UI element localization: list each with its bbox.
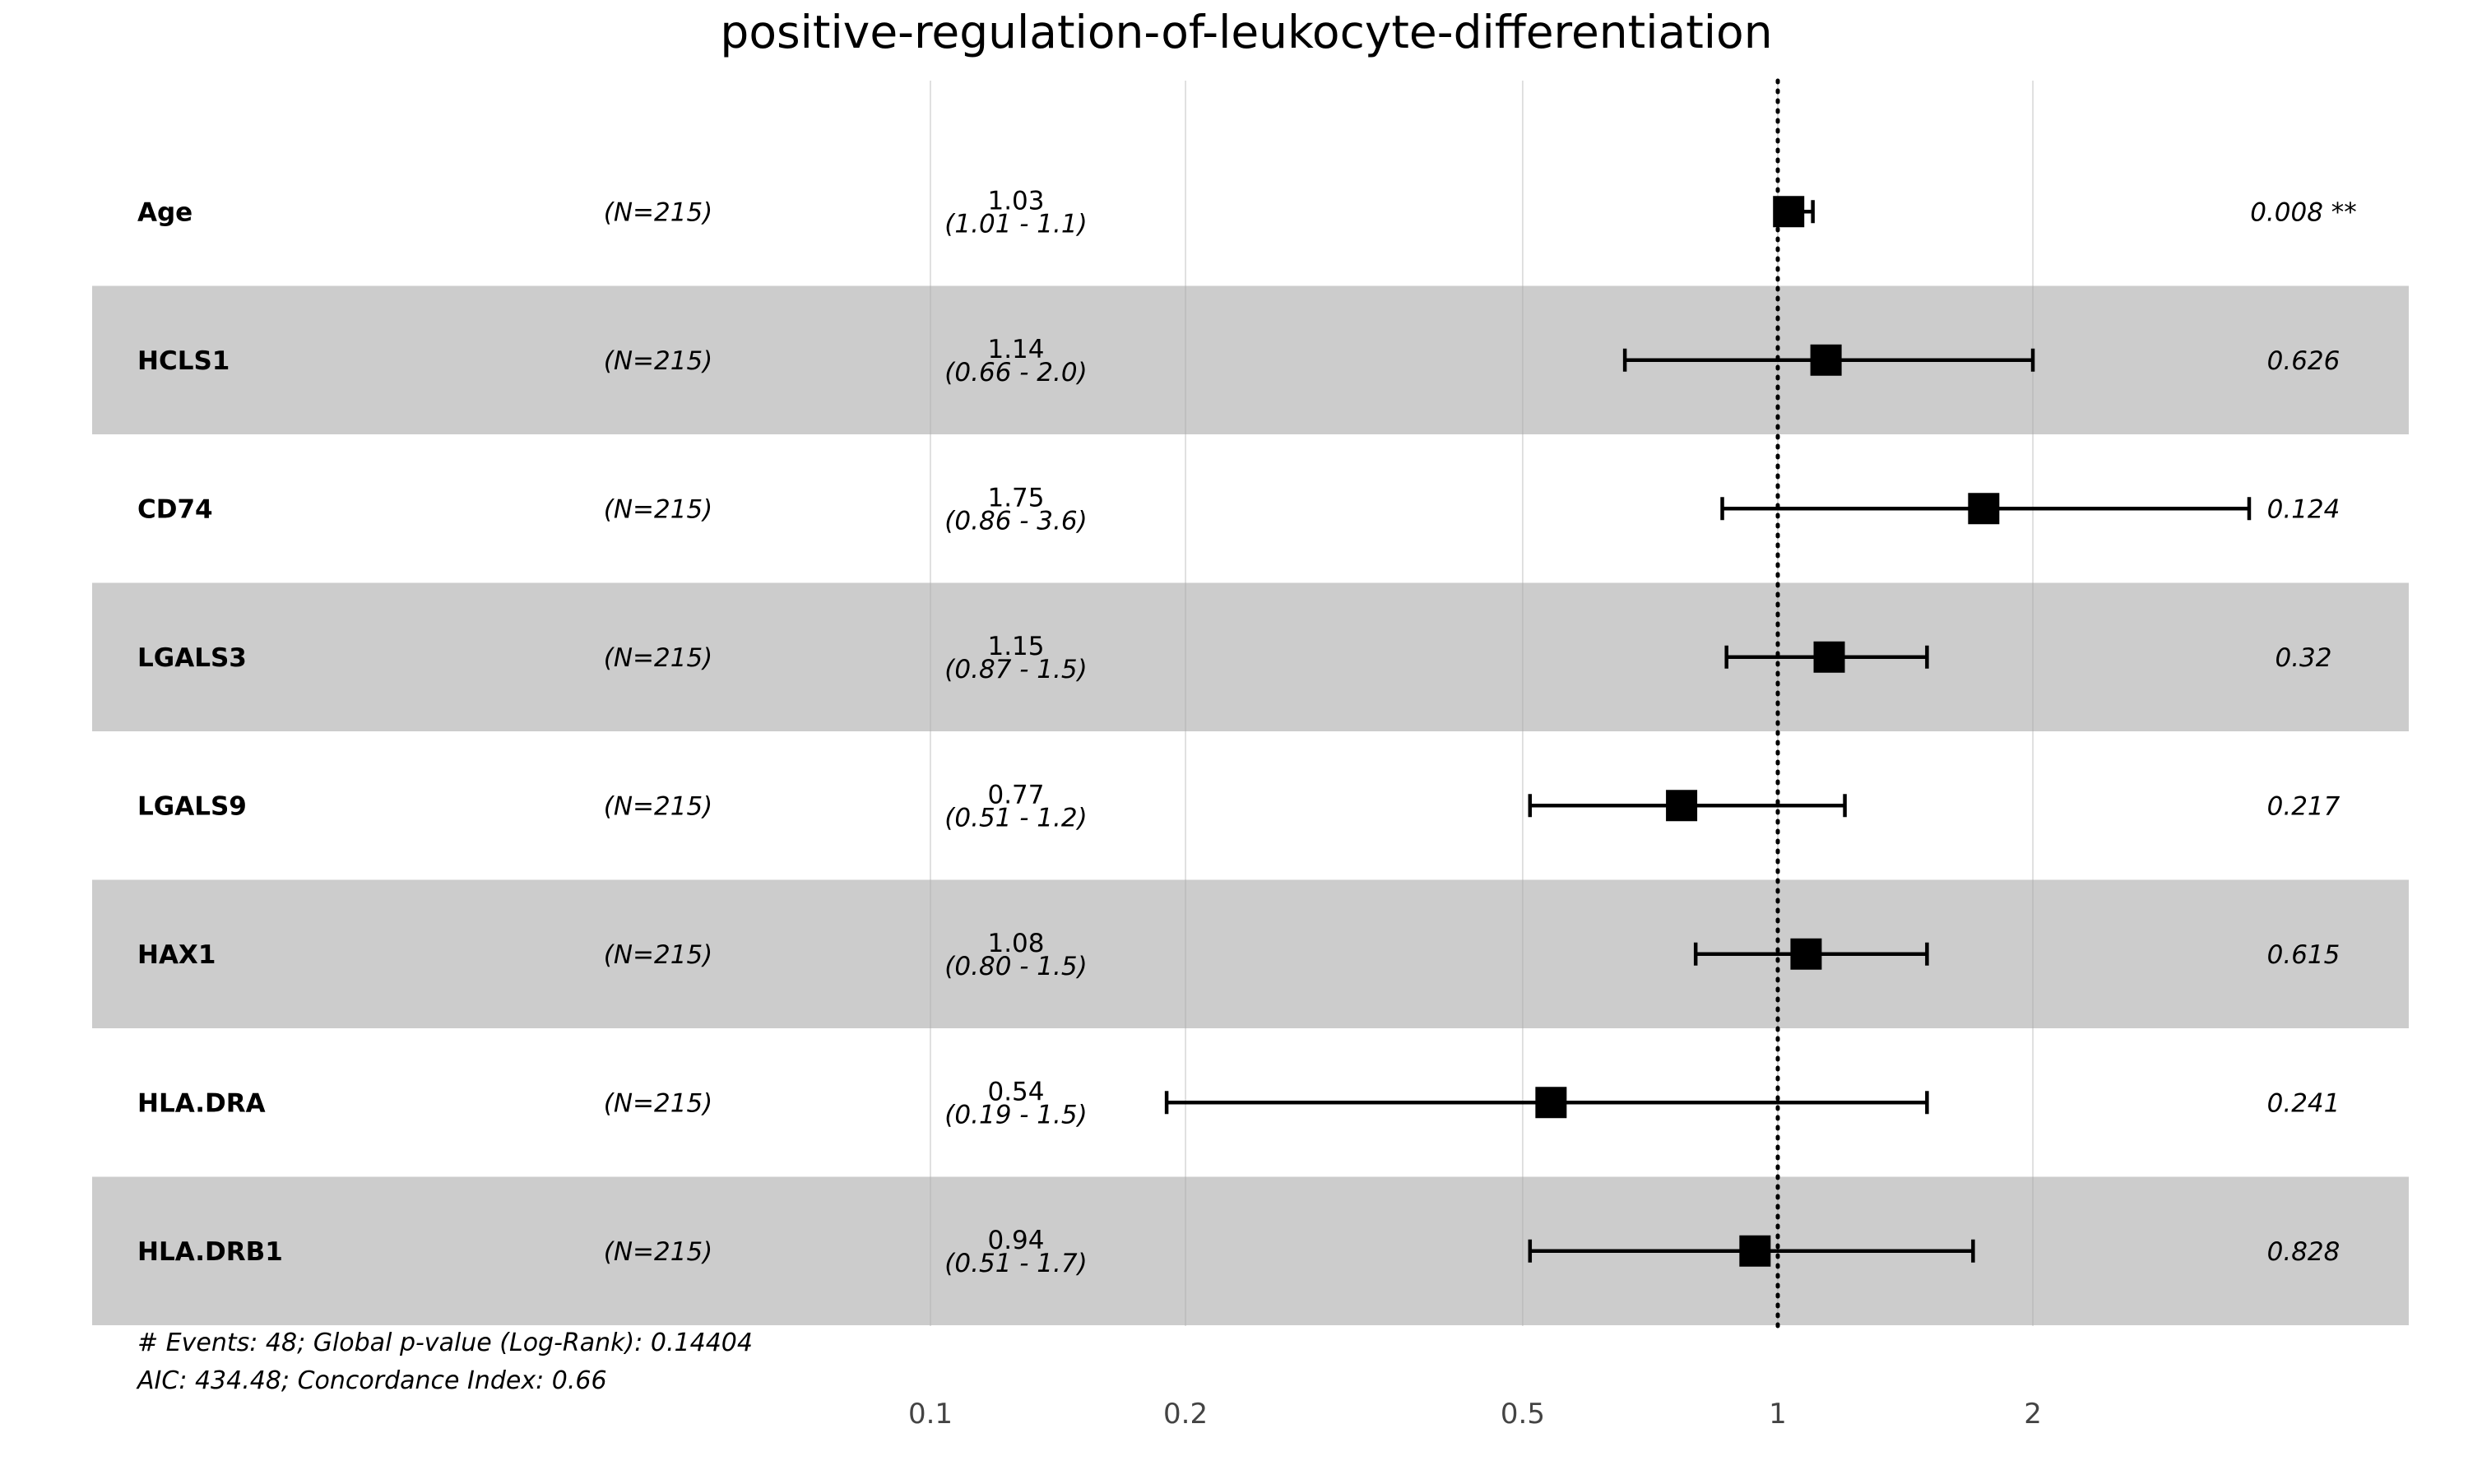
row-ci-label: (0.86 - 3.6) [944, 506, 1087, 536]
row-p-label: 0.124 [2267, 494, 2340, 524]
row-ci-label: (0.51 - 1.7) [944, 1249, 1087, 1278]
chart-title: positive-regulation-of-leukocyte-differe… [720, 6, 1772, 58]
row-hr-label: 1.75 [987, 483, 1044, 512]
hr-marker [1739, 1235, 1771, 1267]
x-tick-label: 0.1 [908, 1398, 953, 1431]
row-variable: HCLS1 [137, 346, 230, 376]
row-hr-label: 1.15 [987, 632, 1044, 661]
row-hr-label: 1.14 [987, 335, 1044, 364]
row-p-label: 0.32 [2275, 643, 2331, 673]
x-tick-label: 0.5 [1501, 1398, 1545, 1431]
row-variable: CD74 [137, 494, 213, 524]
row-n: (N=215) [604, 346, 713, 376]
row-variable: HLA.DRA [137, 1088, 266, 1118]
row-shade [92, 582, 2409, 731]
row-ci-label: (0.87 - 1.5) [944, 655, 1087, 684]
row-p-label: 0.008 ** [2250, 197, 2357, 227]
row-n: (N=215) [604, 940, 713, 970]
row-ci-label: (0.66 - 2.0) [944, 358, 1087, 387]
row-variable: Age [137, 197, 193, 227]
hr-marker [1813, 641, 1845, 673]
row-ci-label: (0.51 - 1.2) [944, 803, 1087, 832]
row-variable: LGALS9 [137, 791, 247, 821]
row-p-label: 0.615 [2267, 940, 2340, 970]
footer-line-1: # Events: 48; Global p-value (Log-Rank):… [137, 1329, 753, 1357]
hr-marker [1666, 790, 1698, 822]
row-ci-label: (0.19 - 1.5) [944, 1100, 1087, 1129]
row-shade [92, 285, 2409, 434]
row-hr-label: 0.54 [987, 1077, 1044, 1106]
row-n: (N=215) [604, 643, 713, 673]
row-variable: HLA.DRB1 [137, 1237, 283, 1267]
row-shading-layer [92, 285, 2409, 1325]
row-p-label: 0.241 [2267, 1088, 2340, 1118]
hr-marker [1810, 344, 1842, 376]
row-variable: LGALS3 [137, 643, 247, 673]
hr-marker [1968, 493, 2000, 525]
hr-marker [1790, 938, 1822, 970]
x-tick-label: 2 [2024, 1398, 2042, 1431]
row-n: (N=215) [604, 791, 713, 821]
row-shade [92, 1176, 2409, 1325]
x-tick-label: 0.2 [1163, 1398, 1208, 1431]
row-shade [92, 879, 2409, 1028]
row-p-label: 0.828 [2267, 1237, 2340, 1267]
row-n: (N=215) [604, 197, 713, 227]
x-tick-label: 1 [1769, 1398, 1787, 1431]
footer-line-2: AIC: 434.48; Concordance Index: 0.66 [136, 1366, 607, 1395]
row-ci-label: (1.01 - 1.1) [944, 209, 1087, 239]
row-hr-label: 0.94 [987, 1226, 1044, 1255]
hr-marker [1773, 196, 1805, 228]
row-hr-label: 0.77 [987, 780, 1044, 809]
row-p-label: 0.626 [2267, 346, 2340, 376]
text-layer: positive-regulation-of-leukocyte-differe… [136, 6, 2357, 1431]
row-n: (N=215) [604, 1237, 713, 1267]
marks-layer [1164, 196, 2252, 1267]
row-n: (N=215) [604, 1088, 713, 1118]
hr-marker [1535, 1087, 1567, 1119]
row-hr-label: 1.03 [987, 186, 1044, 216]
row-variable: HAX1 [137, 940, 216, 970]
row-hr-label: 1.08 [987, 929, 1044, 958]
row-ci-label: (0.80 - 1.5) [944, 952, 1087, 981]
row-n: (N=215) [604, 494, 713, 524]
row-p-label: 0.217 [2267, 791, 2340, 821]
